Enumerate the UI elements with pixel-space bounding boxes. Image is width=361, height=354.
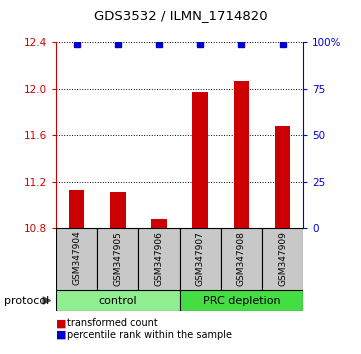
Text: GSM347907: GSM347907 [196,230,205,286]
Bar [262,228,303,290]
Bar [110,192,126,228]
Bar [56,290,180,311]
Text: GSM347906: GSM347906 [155,230,164,286]
Bar [275,126,291,228]
Bar [234,81,249,228]
Text: GSM347905: GSM347905 [113,230,122,286]
Text: protocol: protocol [4,296,49,306]
Bar [69,190,84,228]
Text: GDS3532 / ILMN_1714820: GDS3532 / ILMN_1714820 [94,9,267,22]
Text: PRC depletion: PRC depletion [203,296,280,306]
Text: transformed count: transformed count [67,318,157,328]
Text: percentile rank within the sample: percentile rank within the sample [67,330,232,339]
Text: ■: ■ [56,330,66,339]
Bar [180,290,303,311]
Bar [56,228,97,290]
Text: control: control [99,296,137,306]
Bar [97,228,138,290]
Text: GSM347908: GSM347908 [237,230,246,286]
Bar [138,228,180,290]
Text: GSM347909: GSM347909 [278,230,287,286]
Bar [151,219,167,228]
Bar [221,228,262,290]
Bar [192,92,208,228]
Text: ■: ■ [56,318,66,328]
Bar [180,228,221,290]
Text: GSM347904: GSM347904 [72,231,81,285]
